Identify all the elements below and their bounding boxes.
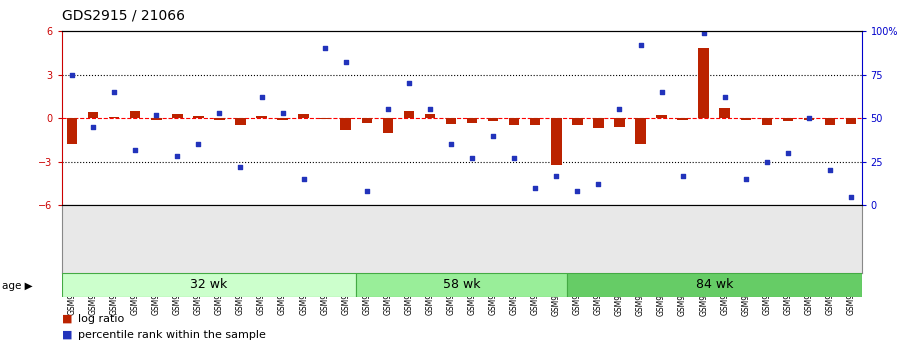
Bar (109, 117, 119, 118)
Point (528, 185, 542, 190)
Bar (567, 273, 862, 297)
Text: ■: ■ (62, 330, 72, 339)
Bar (357, 273, 567, 297)
Bar (614, 118, 624, 127)
Bar (67, 118, 77, 144)
Point (381, 107, 395, 112)
Bar (635, 118, 646, 144)
Text: 84 wk: 84 wk (696, 278, 733, 291)
Point (570, 189, 585, 194)
Bar (256, 116, 267, 118)
Bar (130, 111, 140, 118)
Point (612, 107, 626, 112)
Point (738, 176, 753, 182)
Text: ■: ■ (62, 314, 72, 324)
Bar (677, 118, 688, 120)
Point (128, 147, 142, 152)
Point (781, 150, 795, 156)
Bar (530, 118, 540, 126)
Point (634, 42, 648, 48)
Point (338, 60, 353, 65)
Bar (383, 118, 393, 133)
Bar (762, 118, 772, 126)
Bar (488, 118, 499, 121)
Text: percentile rank within the sample: percentile rank within the sample (78, 330, 266, 339)
Bar (446, 118, 456, 124)
Point (843, 194, 858, 199)
Bar (299, 114, 309, 118)
Point (802, 115, 816, 121)
Point (823, 168, 837, 173)
Point (654, 89, 669, 95)
Bar (319, 118, 330, 119)
Point (486, 133, 500, 138)
Bar (824, 118, 835, 126)
Point (759, 159, 774, 165)
Point (549, 173, 564, 178)
Point (359, 189, 374, 194)
Point (170, 154, 185, 159)
Point (443, 141, 458, 147)
Point (65, 72, 80, 77)
Bar (277, 118, 288, 120)
Text: log ratio: log ratio (78, 314, 124, 324)
Point (233, 164, 248, 170)
Bar (719, 108, 730, 118)
Point (591, 181, 605, 187)
Point (465, 156, 480, 161)
Point (718, 95, 732, 100)
Bar (699, 49, 709, 118)
Bar (172, 114, 183, 118)
Text: age ▶: age ▶ (2, 281, 33, 291)
Point (697, 30, 711, 36)
Point (675, 173, 690, 178)
Point (318, 46, 332, 51)
Text: 58 wk: 58 wk (443, 278, 481, 291)
Point (212, 110, 226, 116)
Bar (340, 118, 351, 130)
Bar (846, 118, 856, 124)
Bar (62, 273, 357, 297)
Point (297, 176, 311, 182)
Bar (151, 118, 161, 120)
Bar (467, 118, 477, 122)
Point (191, 141, 205, 147)
Point (423, 107, 437, 112)
Bar (88, 112, 99, 118)
Bar (424, 114, 435, 118)
Bar (783, 118, 793, 121)
Point (254, 95, 269, 100)
Point (507, 156, 521, 161)
Text: GDS2915 / 21066: GDS2915 / 21066 (62, 8, 185, 22)
Bar (740, 118, 751, 120)
Bar (509, 118, 519, 126)
Bar (804, 118, 814, 120)
Point (275, 110, 290, 116)
Bar (362, 118, 372, 122)
Point (107, 89, 121, 95)
Bar (214, 118, 224, 120)
Text: 32 wk: 32 wk (190, 278, 227, 291)
Point (402, 80, 416, 86)
Point (86, 124, 100, 130)
Bar (656, 115, 667, 118)
Bar (404, 111, 414, 118)
Bar (235, 118, 246, 126)
Bar (193, 116, 204, 118)
Bar (593, 118, 604, 128)
Bar (551, 118, 561, 165)
Bar (572, 118, 583, 126)
Point (149, 112, 164, 117)
